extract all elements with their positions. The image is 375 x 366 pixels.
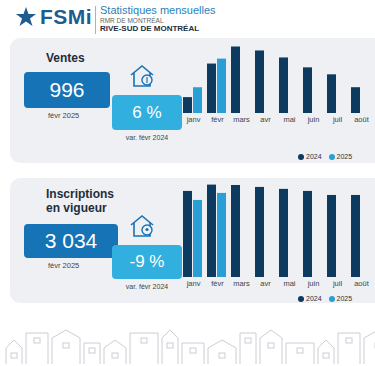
svg-text:janv: janv: [186, 115, 201, 124]
svg-text:juil: juil: [332, 279, 343, 288]
svg-text:août: août: [354, 115, 370, 124]
html-text:2024: 2024: [306, 153, 322, 160]
svg-text:août: août: [354, 279, 370, 288]
svg-text:févr: févr: [211, 279, 224, 288]
html-text:févr 2025: févr 2025: [48, 111, 80, 120]
html-text:2025: 2025: [336, 295, 353, 302]
svg-text:janv: janv: [186, 279, 201, 288]
html-text:996: 996: [49, 78, 85, 101]
html-text:Inscriptions en vigueur: Inscriptions en vigueur: [46, 187, 114, 215]
svg-text:févr: févr: [211, 115, 224, 124]
svg-text:juin: juin: [307, 279, 320, 288]
html-text:2024: 2024: [306, 295, 322, 302]
html-text:var. févr 2024: var. févr 2024: [125, 134, 169, 141]
svg-text:mai: mai: [283, 115, 295, 124]
svg-text:avr: avr: [260, 279, 271, 288]
svg-text:mai: mai: [283, 279, 295, 288]
html-text:FSMi Statistiques mensuelles: FSMi Statistiques mensuelles: [40, 4, 216, 28]
html-text:Ventes: Ventes: [46, 51, 85, 65]
html-text:3 034: 3 034: [44, 229, 98, 252]
svg-text:juil: juil: [332, 115, 343, 124]
html-text:-9 %: -9 %: [129, 252, 165, 271]
html-text:2025: 2025: [336, 153, 353, 160]
html-text:var. févr 2024: var. févr 2024: [125, 283, 169, 290]
svg-text:mars: mars: [233, 279, 250, 288]
svg-text:avr: avr: [260, 115, 271, 124]
svg-text:mars: mars: [233, 115, 250, 124]
html-text:févr 2025: févr 2025: [48, 261, 80, 270]
html-text:RIVE-SUD DE MONTRÉAL: RIVE-SUD DE MONTRÉAL: [100, 24, 200, 33]
svg-text:juin: juin: [307, 115, 320, 124]
html-text:6 %: 6 %: [132, 102, 162, 122]
html-text:RMR DE MONTRÉAL: RMR DE MONTRÉAL: [100, 17, 164, 24]
